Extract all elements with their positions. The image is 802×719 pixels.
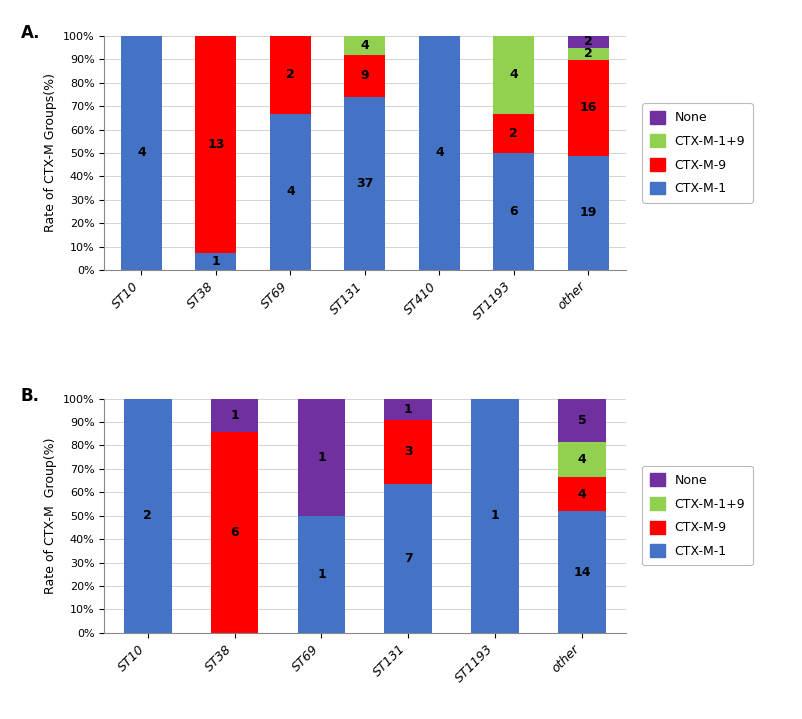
- Bar: [493, 153, 534, 270]
- Text: 5: 5: [577, 414, 586, 427]
- Text: 4: 4: [435, 147, 444, 160]
- Bar: [493, 36, 534, 114]
- Text: 1: 1: [212, 255, 221, 268]
- Bar: [558, 442, 606, 477]
- Bar: [568, 36, 609, 48]
- Text: 9: 9: [361, 69, 369, 82]
- Bar: [558, 511, 606, 633]
- Text: 2: 2: [144, 509, 152, 522]
- Text: 37: 37: [356, 177, 374, 190]
- Bar: [344, 55, 386, 97]
- Text: 4: 4: [286, 186, 295, 198]
- Text: 13: 13: [207, 138, 225, 151]
- Legend: None, CTX-M-1+9, CTX-M-9, CTX-M-1: None, CTX-M-1+9, CTX-M-9, CTX-M-1: [642, 104, 753, 203]
- Text: 2: 2: [584, 47, 593, 60]
- Bar: [419, 36, 460, 270]
- Text: 16: 16: [580, 101, 597, 114]
- Text: 6: 6: [230, 526, 239, 539]
- Bar: [298, 399, 346, 516]
- Bar: [211, 399, 258, 432]
- Text: 1: 1: [317, 451, 326, 464]
- Text: 7: 7: [404, 551, 413, 564]
- Text: 6: 6: [509, 205, 518, 218]
- Bar: [558, 477, 606, 511]
- Bar: [196, 36, 237, 253]
- Text: 2: 2: [286, 68, 295, 81]
- Bar: [568, 156, 609, 270]
- Text: 3: 3: [404, 445, 413, 459]
- Bar: [121, 36, 162, 270]
- Text: 4: 4: [577, 453, 586, 466]
- Y-axis label: Rate of CTX-M Groups(%): Rate of CTX-M Groups(%): [44, 73, 58, 232]
- Bar: [298, 516, 346, 633]
- Bar: [196, 253, 237, 270]
- Y-axis label: Rate of CTX-M  Group(%): Rate of CTX-M Group(%): [44, 437, 58, 594]
- Bar: [384, 399, 432, 420]
- Bar: [568, 48, 609, 60]
- Bar: [558, 399, 606, 442]
- Bar: [384, 420, 432, 484]
- Text: A.: A.: [21, 24, 40, 42]
- Text: 4: 4: [361, 39, 369, 52]
- Text: 14: 14: [573, 566, 591, 579]
- Bar: [270, 114, 311, 270]
- Legend: None, CTX-M-1+9, CTX-M-9, CTX-M-1: None, CTX-M-1+9, CTX-M-9, CTX-M-1: [642, 466, 753, 565]
- Text: 1: 1: [404, 403, 413, 416]
- Text: 4: 4: [137, 147, 146, 160]
- Text: 19: 19: [580, 206, 597, 219]
- Text: 2: 2: [509, 127, 518, 140]
- Bar: [344, 36, 386, 55]
- Bar: [344, 97, 386, 270]
- Text: 4: 4: [509, 68, 518, 81]
- Bar: [270, 36, 311, 114]
- Text: 1: 1: [230, 409, 239, 422]
- Bar: [384, 484, 432, 633]
- Text: 2: 2: [584, 35, 593, 48]
- Text: 1: 1: [491, 509, 500, 522]
- Bar: [124, 399, 172, 633]
- Bar: [211, 432, 258, 633]
- Bar: [472, 399, 519, 633]
- Text: 4: 4: [577, 487, 586, 500]
- Text: 1: 1: [317, 568, 326, 581]
- Bar: [568, 60, 609, 156]
- Bar: [493, 114, 534, 153]
- Text: B.: B.: [21, 387, 40, 405]
